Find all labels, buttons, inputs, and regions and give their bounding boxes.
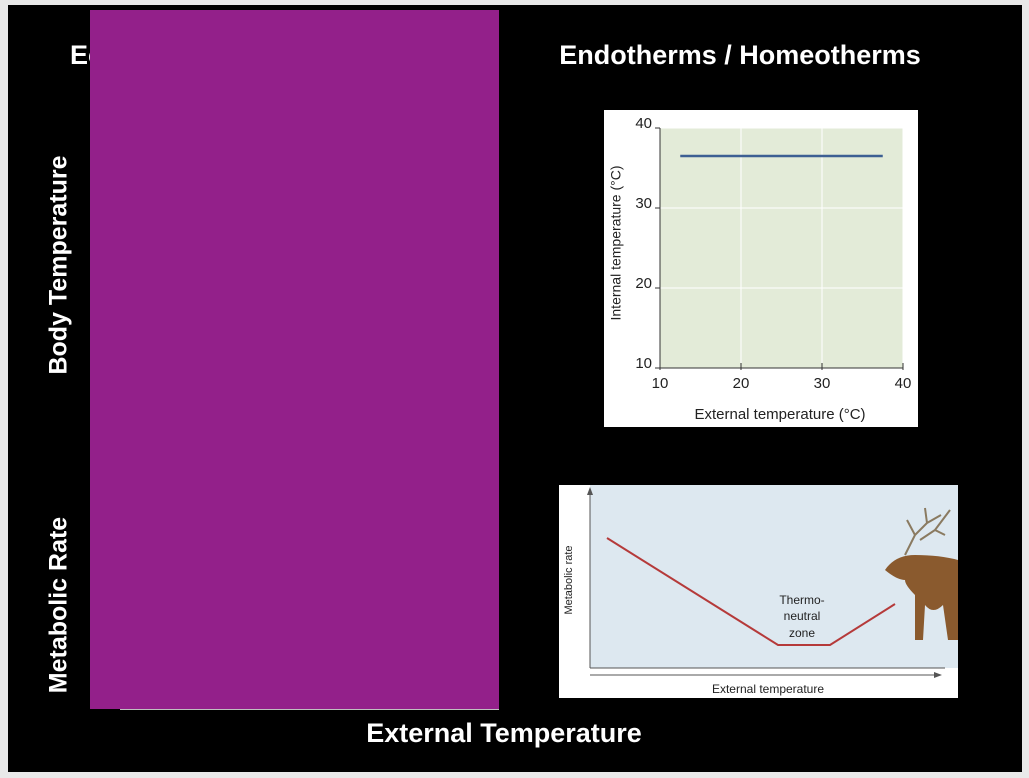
cover-block — [90, 10, 499, 709]
annotation: zone — [789, 626, 815, 640]
arrow-head — [587, 487, 593, 495]
row-label: Metabolic Rate — [45, 517, 73, 694]
diagram-x-label: External temperature — [712, 682, 824, 696]
x-tick-label: 30 — [814, 375, 831, 392]
annotation: Thermo- — [779, 593, 824, 607]
chart: 10 20 30 40 10 20 30 40 — [635, 115, 911, 392]
y-tick-label: 40 — [635, 115, 652, 132]
title: Endotherms / Homeotherms — [559, 40, 921, 70]
metabolic-curve — [606, 537, 896, 646]
elk — [885, 507, 958, 640]
y-tick-label: 30 — [635, 195, 652, 212]
y-tick-label: 20 — [635, 275, 652, 292]
annotation: neutral — [784, 609, 821, 623]
x-label: External Temperature — [366, 718, 642, 748]
arrow-head — [934, 672, 942, 678]
x-tick-label: 40 — [895, 375, 912, 392]
y-tick-label: 10 — [635, 355, 652, 372]
y-axis-label: Internal temperature (°C) — [608, 166, 624, 321]
row-label: Body Temperature — [45, 155, 73, 374]
diagram-y-label: Metabolic rate — [563, 545, 575, 614]
x-tick-label: 10 — [652, 375, 669, 392]
x-tick-label: 20 — [733, 375, 750, 392]
x-axis-label: External temperature (°C) — [694, 406, 865, 423]
plot-area — [660, 128, 903, 368]
